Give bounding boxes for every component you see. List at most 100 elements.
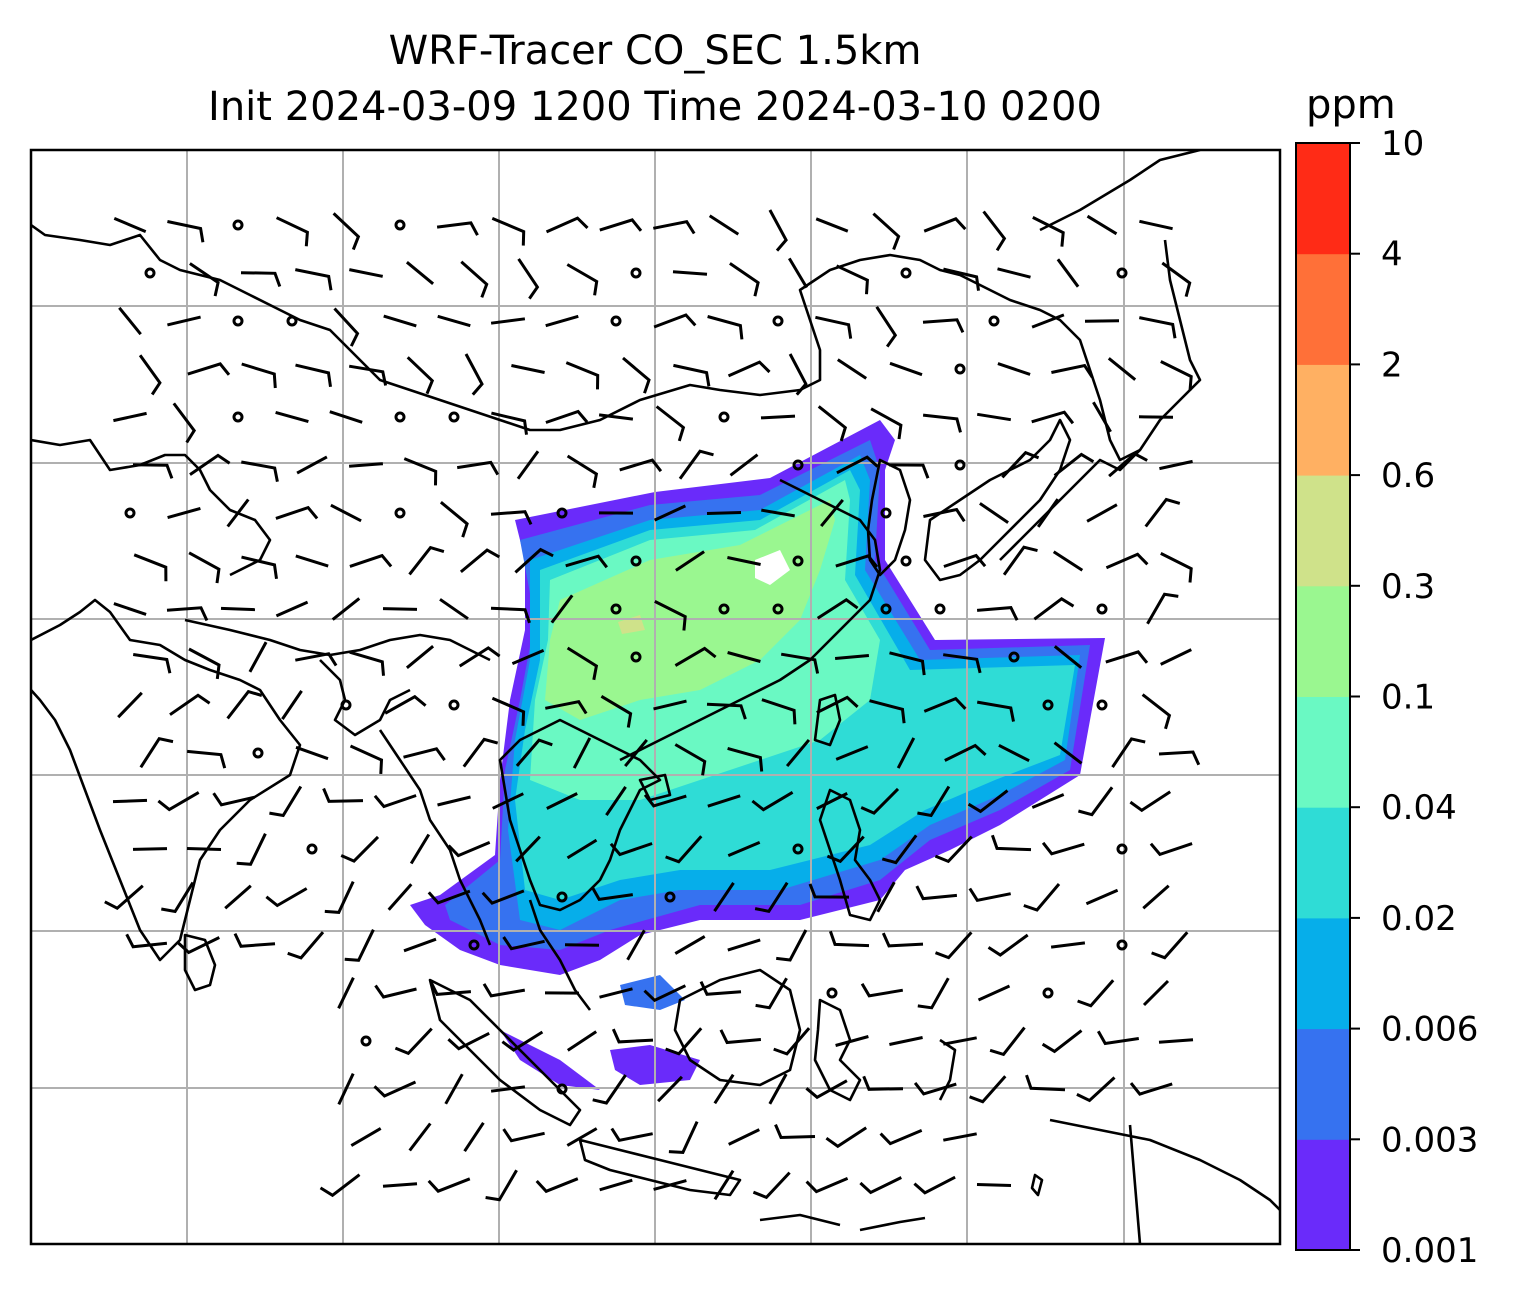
wind-barb <box>668 1120 699 1154</box>
wind-barb <box>125 933 168 949</box>
wind-barb <box>768 209 788 252</box>
wind-barb <box>460 260 489 298</box>
wind-barb <box>333 307 360 347</box>
wind-barb <box>788 353 808 396</box>
borneo <box>673 968 802 1087</box>
wind-barb <box>943 267 980 291</box>
wind-barb <box>1142 884 1170 910</box>
wind-barb <box>275 216 309 247</box>
colorbar-tick-label: 10 <box>1381 124 1424 164</box>
china-coast <box>619 478 882 762</box>
wind-barb <box>624 738 648 768</box>
wind-barb <box>817 405 848 442</box>
wind-barb <box>1111 737 1146 768</box>
wind-barb <box>337 977 355 1009</box>
wind-barb <box>816 792 848 810</box>
wind-barb <box>535 1177 579 1194</box>
wind-barb <box>979 502 1009 524</box>
wind-barb <box>609 842 653 857</box>
wind-barb <box>406 356 435 395</box>
wind-barb <box>727 746 764 772</box>
wind-barb <box>622 356 651 394</box>
wind-barb <box>511 649 545 665</box>
wind-barb <box>1052 550 1084 572</box>
wind-barb <box>834 654 870 660</box>
colorbar-segment <box>1296 253 1350 365</box>
wind-barb <box>768 1073 788 1105</box>
wind-barb <box>501 1030 544 1052</box>
wind-barb <box>1085 888 1119 906</box>
wind-barb <box>517 258 540 300</box>
wind-barb <box>934 931 973 960</box>
hainan <box>638 773 672 802</box>
calm-wind-marker <box>988 315 1000 327</box>
wind-barb <box>408 1122 432 1152</box>
wind-barb <box>653 699 687 711</box>
wind-barb <box>761 508 795 518</box>
wind-barb <box>349 553 393 568</box>
calm-wind-marker <box>718 411 730 423</box>
colorbar-segment <box>1296 364 1350 476</box>
wind-barb <box>713 882 735 912</box>
wind-barb <box>976 412 1012 422</box>
wind-barb <box>502 1128 545 1143</box>
wind-barb <box>447 841 491 858</box>
calm-wind-marker <box>448 411 460 423</box>
wind-barb <box>982 210 1007 252</box>
wind-barb <box>177 936 220 955</box>
calm-wind-marker <box>792 843 804 855</box>
calm-wind-marker <box>1042 699 1054 711</box>
wind-barb <box>340 835 380 863</box>
wind-barb <box>167 506 201 520</box>
wind-barb <box>220 606 256 612</box>
calm-wind-marker <box>954 363 966 375</box>
calm-wind-marker <box>232 219 244 231</box>
calm-wind-marker <box>772 603 784 615</box>
wind-barb <box>987 933 1029 957</box>
calm-wind-marker <box>792 459 804 471</box>
wind-barb <box>491 411 528 435</box>
wind-barb <box>836 358 868 380</box>
wind-barb <box>436 221 479 236</box>
wind-barb <box>599 987 633 999</box>
wind-barb <box>969 1075 1007 1104</box>
wind-barb <box>545 216 589 234</box>
wind-barb <box>502 936 545 951</box>
wind-barb <box>862 1075 904 1091</box>
wind-barb <box>989 1026 1026 1057</box>
colorbar-tick-label: 0.003 <box>1381 1120 1478 1160</box>
wind-barb <box>485 1169 518 1202</box>
wind-barb <box>728 1128 760 1146</box>
wind-barb <box>186 749 227 769</box>
wind-barb <box>189 262 220 297</box>
wind-barb <box>241 460 279 482</box>
calm-wind-marker <box>630 555 642 567</box>
wind-barb <box>403 937 437 953</box>
wind-barb <box>674 935 706 955</box>
wind-barb <box>835 1035 869 1047</box>
wind-barb <box>913 1081 957 1096</box>
calm-wind-marker <box>556 1083 568 1095</box>
colorbar-tick-label: 0.04 <box>1381 788 1457 828</box>
wind-barb <box>653 220 696 235</box>
wind-barb <box>1139 316 1177 339</box>
wind-barb <box>439 598 469 620</box>
myanmar-coast <box>378 729 492 946</box>
calm-wind-marker <box>468 939 480 951</box>
wind-barb <box>1158 750 1201 766</box>
wind-barb <box>729 262 760 297</box>
wind-barb <box>1053 645 1083 669</box>
wind-barb <box>835 264 869 295</box>
wind-barb <box>727 841 761 857</box>
wind-barb <box>1023 883 1061 912</box>
wind-barb <box>408 545 445 576</box>
wind-barb <box>881 834 918 865</box>
wind-barb <box>619 458 663 473</box>
wind-barb <box>755 977 788 1010</box>
wind-barb <box>515 835 541 863</box>
wind-barb <box>514 547 554 574</box>
wind-barb <box>836 455 879 475</box>
calm-wind-marker <box>1096 699 1108 711</box>
wind-barb <box>815 315 853 339</box>
wind-barb <box>655 405 686 442</box>
